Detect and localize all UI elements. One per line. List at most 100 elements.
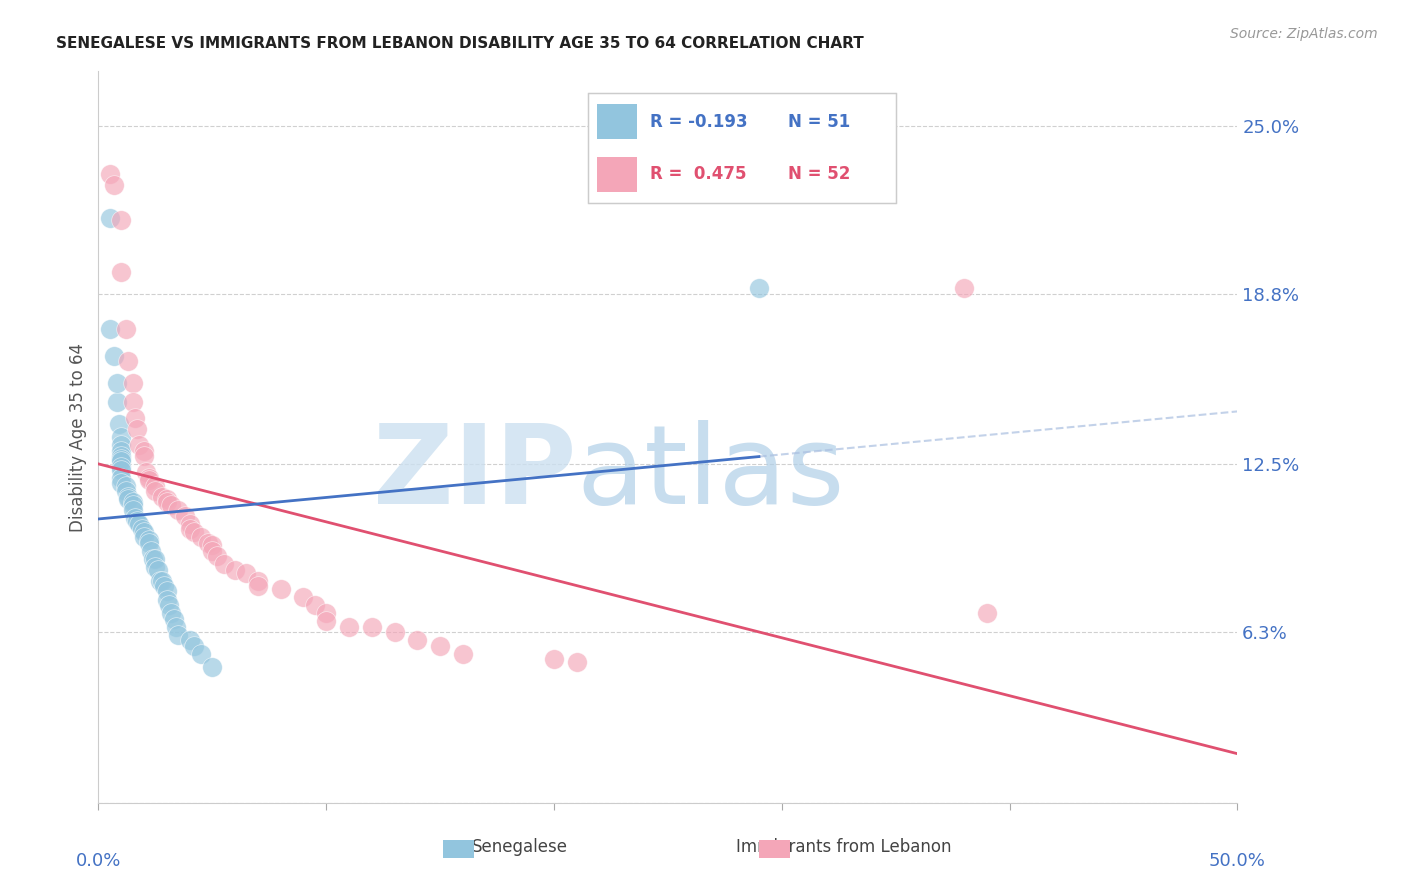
- Point: [110, 438, 132, 452]
- Point: [146, 563, 169, 577]
- Point: [190, 647, 212, 661]
- Point: [110, 471, 132, 485]
- Text: Immigrants from Lebanon: Immigrants from Lebanon: [735, 838, 952, 856]
- Point: [953, 281, 976, 295]
- Point: [157, 598, 180, 612]
- Point: [150, 574, 173, 588]
- Point: [201, 544, 224, 558]
- Point: [114, 479, 136, 493]
- Text: 0.0%: 0.0%: [76, 852, 121, 870]
- Point: [246, 579, 269, 593]
- Point: [110, 265, 132, 279]
- Point: [565, 655, 588, 669]
- Point: [105, 376, 128, 390]
- Point: [167, 503, 190, 517]
- Point: [98, 322, 121, 336]
- Point: [131, 522, 153, 536]
- Point: [138, 533, 160, 547]
- Point: [121, 376, 143, 390]
- Point: [315, 615, 337, 629]
- Point: [98, 211, 121, 225]
- Point: [179, 522, 201, 536]
- Point: [103, 178, 125, 193]
- Point: [108, 417, 131, 431]
- Point: [174, 508, 197, 523]
- Point: [124, 411, 146, 425]
- Point: [132, 443, 155, 458]
- Point: [205, 549, 228, 564]
- Point: [976, 606, 998, 620]
- Point: [105, 395, 128, 409]
- Point: [121, 498, 143, 512]
- Point: [110, 462, 132, 476]
- Point: [145, 560, 167, 574]
- Point: [160, 498, 183, 512]
- Point: [183, 639, 205, 653]
- Point: [315, 606, 337, 620]
- Point: [121, 395, 143, 409]
- Point: [138, 474, 160, 488]
- Point: [114, 484, 136, 499]
- Point: [127, 514, 149, 528]
- Point: [110, 459, 132, 474]
- Point: [543, 652, 565, 666]
- Text: Senegalese: Senegalese: [472, 838, 568, 856]
- Point: [110, 430, 132, 444]
- Point: [406, 633, 429, 648]
- Point: [110, 476, 132, 491]
- Point: [132, 449, 155, 463]
- Point: [145, 484, 167, 499]
- Point: [429, 639, 451, 653]
- Point: [145, 552, 167, 566]
- Point: [224, 563, 246, 577]
- Point: [197, 535, 219, 549]
- Point: [160, 606, 183, 620]
- Point: [270, 582, 292, 596]
- Point: [98, 167, 121, 181]
- Point: [156, 495, 179, 509]
- Point: [179, 633, 201, 648]
- Point: [190, 530, 212, 544]
- Point: [179, 516, 201, 531]
- Point: [165, 620, 187, 634]
- Point: [110, 454, 132, 468]
- Point: [167, 628, 190, 642]
- Point: [132, 530, 155, 544]
- Point: [110, 449, 132, 463]
- Point: [153, 579, 176, 593]
- Point: [384, 625, 406, 640]
- Point: [183, 524, 205, 539]
- Point: [156, 492, 179, 507]
- Text: ZIP: ZIP: [374, 420, 576, 527]
- Point: [110, 451, 132, 466]
- Point: [139, 544, 162, 558]
- Point: [292, 590, 315, 604]
- Point: [360, 620, 382, 634]
- Point: [748, 281, 770, 295]
- Point: [124, 511, 146, 525]
- Point: [110, 443, 132, 458]
- Point: [246, 574, 269, 588]
- Y-axis label: Disability Age 35 to 64: Disability Age 35 to 64: [69, 343, 87, 532]
- Point: [110, 213, 132, 227]
- Point: [117, 490, 139, 504]
- Point: [156, 584, 179, 599]
- Point: [201, 660, 224, 674]
- Point: [145, 479, 167, 493]
- Point: [114, 322, 136, 336]
- Point: [128, 516, 150, 531]
- Point: [451, 647, 474, 661]
- Text: 50.0%: 50.0%: [1209, 852, 1265, 870]
- Point: [304, 598, 326, 612]
- Point: [156, 592, 179, 607]
- Point: [138, 471, 160, 485]
- Text: Source: ZipAtlas.com: Source: ZipAtlas.com: [1230, 27, 1378, 41]
- Point: [149, 574, 172, 588]
- Point: [121, 495, 143, 509]
- Point: [103, 349, 125, 363]
- Point: [127, 422, 149, 436]
- Point: [150, 490, 173, 504]
- Point: [132, 524, 155, 539]
- Point: [142, 552, 165, 566]
- Point: [117, 492, 139, 507]
